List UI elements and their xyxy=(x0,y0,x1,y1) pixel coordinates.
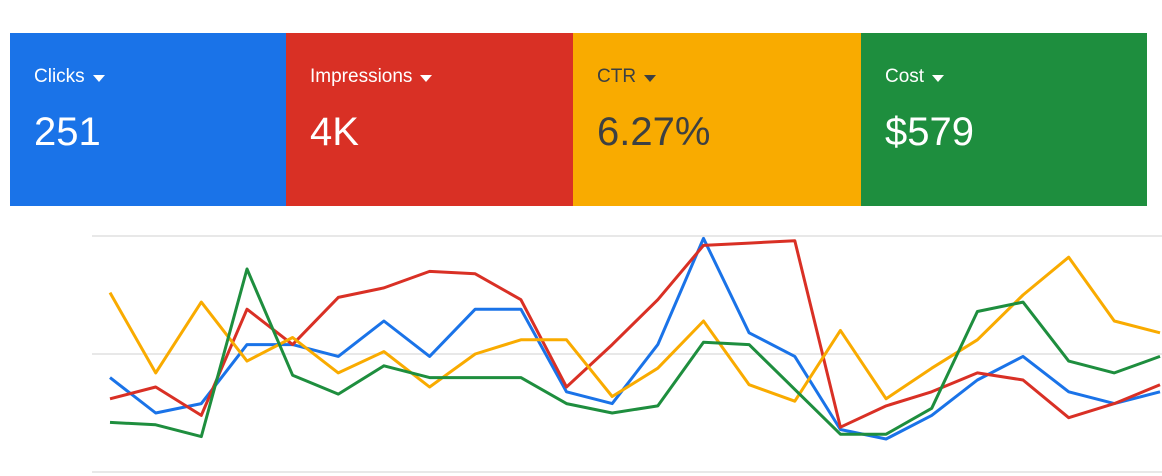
metric-cards: Clicks 251 Impressions 4K CTR 6.27% Cost… xyxy=(10,33,1147,206)
impressions-value: 4K xyxy=(310,110,359,154)
clicks-value: 251 xyxy=(34,110,101,154)
ctr-card[interactable]: CTR 6.27% xyxy=(573,33,861,206)
impressions-label: Impressions xyxy=(310,66,413,87)
series-line-cost xyxy=(109,267,1161,439)
ctr-label: CTR xyxy=(597,66,637,87)
clicks-card[interactable]: Clicks 251 xyxy=(10,33,286,206)
dropdown-caret-icon[interactable] xyxy=(644,74,657,82)
gridlines xyxy=(92,235,1162,473)
impressions-card[interactable]: Impressions 4K xyxy=(286,33,573,206)
cost-value: $579 xyxy=(885,110,974,154)
ctr-label-row[interactable]: CTR xyxy=(597,65,861,89)
clicks-label-row[interactable]: Clicks xyxy=(34,65,286,89)
impressions-label-row[interactable]: Impressions xyxy=(310,65,573,89)
clicks-label: Clicks xyxy=(34,66,85,87)
dropdown-caret-icon[interactable] xyxy=(92,74,105,82)
dropdown-caret-icon[interactable] xyxy=(420,74,433,82)
series-line-clicks xyxy=(109,236,1161,441)
series-lines xyxy=(108,236,1161,441)
cost-label: Cost xyxy=(885,66,925,87)
cost-label-row[interactable]: Cost xyxy=(885,65,1147,89)
dropdown-caret-icon[interactable] xyxy=(932,74,945,82)
series-line-impressions xyxy=(109,239,1161,429)
ctr-value: 6.27% xyxy=(597,110,711,154)
series-line-ctr xyxy=(108,255,1161,403)
cost-card[interactable]: Cost $579 xyxy=(861,33,1147,206)
